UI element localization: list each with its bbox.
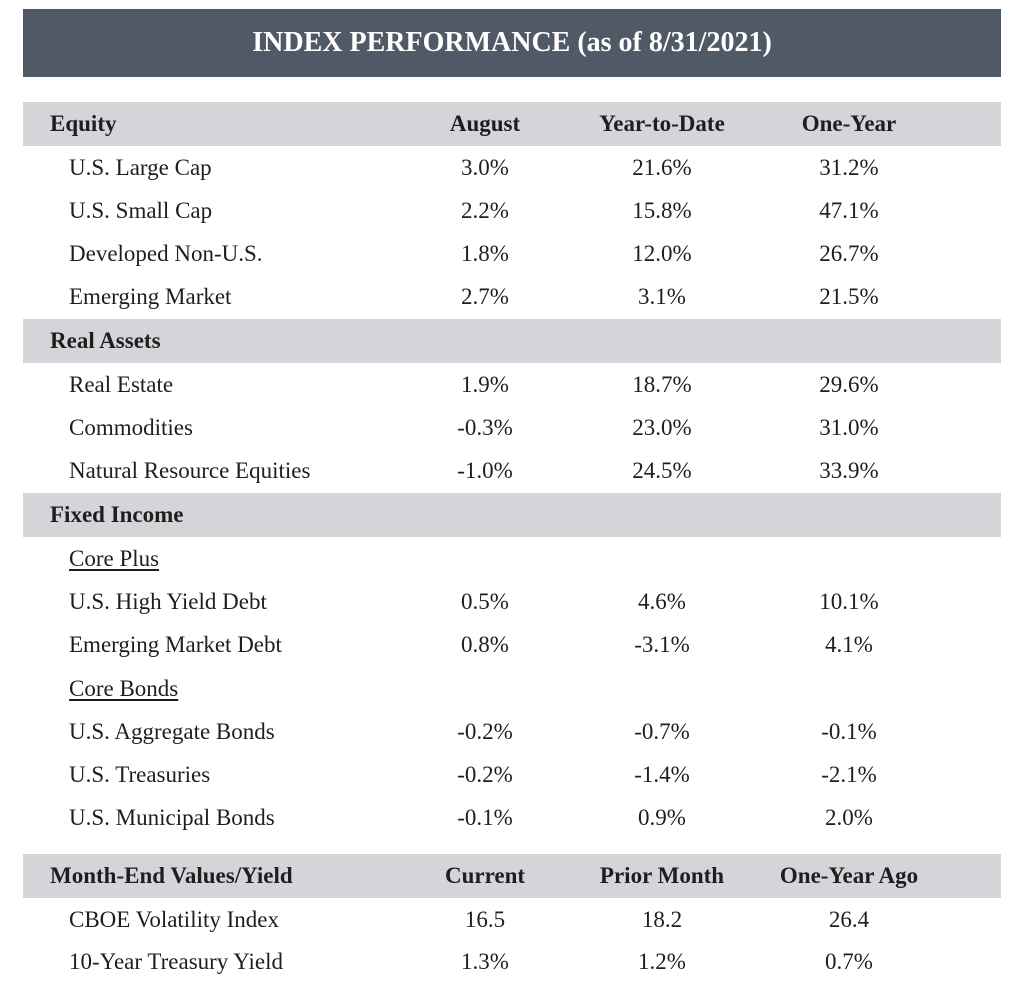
cell-august: 1.8%: [461, 240, 509, 266]
equity-header-row: Equity August Year-to-Date One-Year: [23, 102, 1001, 146]
row-label: 10-Year Treasury Yield: [69, 948, 284, 974]
row-label: Real Estate: [69, 371, 174, 397]
cell-august: 2.2%: [461, 197, 509, 223]
cell-one-year-ago: 26.4: [828, 906, 870, 932]
row-label: U.S. Aggregate Bonds: [69, 718, 275, 744]
table-row: U.S. Municipal Bonds -0.1% 0.9% 2.0%: [23, 796, 1001, 839]
row-label: U.S. Municipal Bonds: [69, 804, 275, 830]
cell-one-year: 31.0%: [819, 414, 879, 440]
cell-prior-month: 1.2%: [638, 948, 686, 974]
cell-august: -0.3%: [457, 414, 513, 440]
col-header-prior-month: Prior Month: [599, 863, 725, 888]
month-end-header-label: Month-End Values/Yield: [50, 863, 293, 888]
cell-august: -1.0%: [457, 457, 513, 483]
cell-ytd: 24.5%: [632, 457, 692, 483]
row-label: Commodities: [69, 414, 193, 440]
table-row: Real Estate 1.9% 18.7% 29.6%: [23, 363, 1001, 406]
core-bonds-label: Core Bonds: [69, 675, 179, 701]
table-row: U.S. Treasuries -0.2% -1.4% -2.1%: [23, 753, 1001, 796]
cell-one-year: 26.7%: [819, 240, 879, 266]
cell-ytd: 12.0%: [632, 240, 692, 266]
title-text: INDEX PERFORMANCE (as of 8/31/2021): [252, 27, 772, 58]
table-title: INDEX PERFORMANCE (as of 8/31/2021): [23, 9, 1001, 77]
real-assets-header-row: Real Assets: [23, 319, 1001, 363]
cell-one-year: 47.1%: [819, 197, 879, 223]
cell-ytd: 23.0%: [632, 414, 692, 440]
row-label: CBOE Volatility Index: [69, 906, 279, 932]
col-header-one-year: One-Year: [801, 111, 897, 136]
cell-one-year: -0.1%: [821, 718, 877, 744]
cell-prior-month: 18.2: [641, 906, 683, 932]
cell-august: -0.1%: [457, 804, 513, 830]
cell-ytd: 15.8%: [632, 197, 692, 223]
fixed-income-header-label: Fixed Income: [50, 502, 184, 527]
col-header-one-year-ago: One-Year Ago: [779, 863, 919, 888]
table-row: Natural Resource Equities -1.0% 24.5% 33…: [23, 449, 1001, 492]
cell-one-year: 21.5%: [819, 283, 879, 309]
table-row: Commodities -0.3% 23.0% 31.0%: [23, 406, 1001, 449]
table-row: Developed Non-U.S. 1.8% 12.0% 26.7%: [23, 232, 1001, 275]
month-end-header-row: Month-End Values/Yield Current Prior Mon…: [23, 854, 1001, 898]
cell-one-year: 10.1%: [819, 588, 879, 614]
table-row: U.S. Large Cap 3.0% 21.6% 31.2%: [23, 146, 1001, 189]
fixed-income-header-row: Fixed Income: [23, 493, 1001, 537]
equity-header-label: Equity: [50, 111, 117, 136]
cell-one-year: 4.1%: [825, 631, 873, 657]
table-row: U.S. Aggregate Bonds -0.2% -0.7% -0.1%: [23, 710, 1001, 753]
cell-august: 0.8%: [461, 631, 509, 657]
table-row: Emerging Market Debt 0.8% -3.1% 4.1%: [23, 623, 1001, 666]
row-label: U.S. Treasuries: [69, 761, 211, 787]
cell-one-year: 2.0%: [825, 804, 873, 830]
cell-one-year: 33.9%: [819, 457, 879, 483]
table-row: U.S. High Yield Debt 0.5% 4.6% 10.1%: [23, 580, 1001, 623]
core-plus-label: Core Plus: [69, 545, 160, 571]
subsection-row: Core Bonds: [23, 667, 1001, 710]
cell-current: 16.5: [464, 906, 506, 932]
table-row: 10-Year Treasury Yield 1.3% 1.2% 0.7%: [23, 940, 1001, 983]
real-assets-header-label: Real Assets: [50, 328, 161, 353]
row-label: U.S. Small Cap: [69, 197, 213, 223]
cell-one-year: 29.6%: [819, 371, 879, 397]
row-label: Emerging Market: [69, 283, 232, 309]
cell-ytd: -0.7%: [634, 718, 690, 744]
cell-ytd: 18.7%: [632, 371, 692, 397]
row-label: Developed Non-U.S.: [69, 240, 263, 266]
cell-ytd: 0.9%: [638, 804, 686, 830]
col-header-ytd: Year-to-Date: [599, 111, 725, 136]
cell-ytd: 4.6%: [638, 588, 686, 614]
cell-one-year: -2.1%: [821, 761, 877, 787]
table-row: CBOE Volatility Index 16.5 18.2 26.4: [23, 898, 1001, 941]
row-label: Emerging Market Debt: [69, 631, 282, 657]
cell-ytd: -3.1%: [634, 631, 690, 657]
table-row: Emerging Market 2.7% 3.1% 21.5%: [23, 275, 1001, 318]
col-header-current: Current: [444, 863, 526, 888]
col-header-august: August: [449, 111, 521, 136]
cell-august: 3.0%: [461, 154, 509, 180]
cell-current: 1.3%: [461, 948, 509, 974]
cell-one-year-ago: 0.7%: [825, 948, 873, 974]
table-row: U.S. Small Cap 2.2% 15.8% 47.1%: [23, 189, 1001, 232]
cell-august: -0.2%: [457, 718, 513, 744]
cell-august: 1.9%: [461, 371, 509, 397]
row-label: U.S. High Yield Debt: [69, 588, 267, 614]
cell-august: 2.7%: [461, 283, 509, 309]
cell-august: 0.5%: [461, 588, 509, 614]
cell-one-year: 31.2%: [819, 154, 879, 180]
cell-august: -0.2%: [457, 761, 513, 787]
cell-ytd: -1.4%: [634, 761, 690, 787]
row-label: U.S. Large Cap: [69, 154, 212, 180]
cell-ytd: 3.1%: [638, 283, 686, 309]
subsection-row: Core Plus: [23, 537, 1001, 580]
cell-ytd: 21.6%: [632, 154, 692, 180]
row-label: Natural Resource Equities: [69, 457, 311, 483]
